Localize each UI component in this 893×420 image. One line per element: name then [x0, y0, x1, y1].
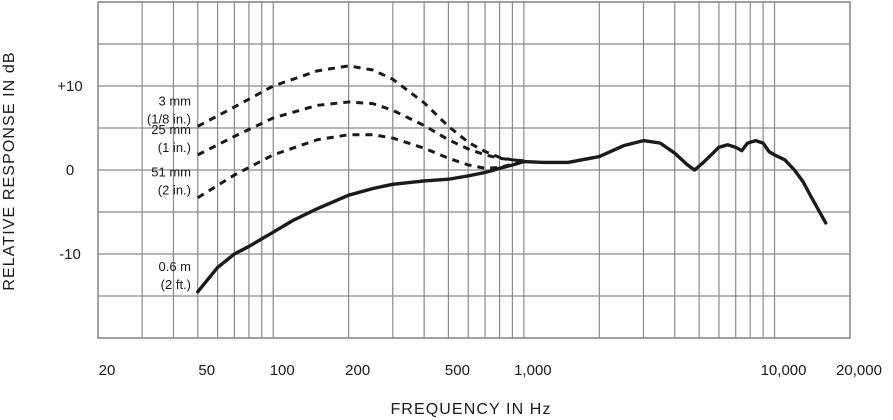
series-label-line: 3 mm — [159, 93, 192, 108]
x-tick-label: 1,000 — [514, 362, 552, 379]
series-label-line: (2 in.) — [158, 183, 191, 198]
x-axis-label: FREQUENCY IN Hz — [390, 401, 551, 418]
series-label-layer: 3 mm (1/8 in.)25 mm (1 in.) 51 mm (2 in.) 0.6… — [147, 93, 191, 291]
series-label-25-mm: 25 mm (1 in.) — [151, 122, 191, 155]
series-line-25-mm — [197, 100, 524, 163]
x-tick-label-layer: 20 50 100 200 500 1,000 10,000 20,000 — [99, 362, 882, 379]
y-tick-label-layer: +10 0 -10 — [57, 78, 82, 263]
y-tick-label: -10 — [59, 246, 81, 263]
series-label-line: (1 in.) — [158, 140, 191, 155]
y-tick-label: +10 — [57, 78, 82, 95]
series-label-51-mm: 51 mm (2 in.) — [151, 165, 191, 198]
x-tick-label: 20,000 — [836, 362, 882, 379]
series-label-line: 51 mm — [151, 165, 191, 180]
x-tick-label: 200 — [345, 362, 370, 379]
x-tick-label: 50 — [198, 362, 215, 379]
y-axis-label: RELATIVE RESPONSE IN dB — [1, 51, 18, 290]
series-label-line: 0.6 m — [158, 259, 191, 274]
series-label-0-6-m: 0.6 m (2 ft.) — [158, 259, 191, 292]
series-label-3-mm: 3 mm (1/8 in.) — [147, 93, 191, 126]
series-line-3-mm — [197, 64, 524, 163]
x-tick-label: 100 — [270, 362, 295, 379]
x-tick-label: 500 — [445, 362, 470, 379]
x-tick-label: 20 — [99, 362, 116, 379]
plot-border — [97, 1, 851, 339]
x-tick-label: 10,000 — [761, 362, 807, 379]
series-line-51-mm — [196, 133, 525, 199]
series-label-line: (2 ft.) — [161, 277, 191, 292]
series-layer — [196, 64, 828, 294]
series-label-line: (1/8 in.) — [147, 111, 191, 126]
series-line-0-6-m — [196, 138, 828, 294]
series-label-line: 25 mm — [151, 122, 191, 137]
y-tick-label: 0 — [66, 162, 74, 179]
plot-frame-layer — [97, 1, 851, 339]
